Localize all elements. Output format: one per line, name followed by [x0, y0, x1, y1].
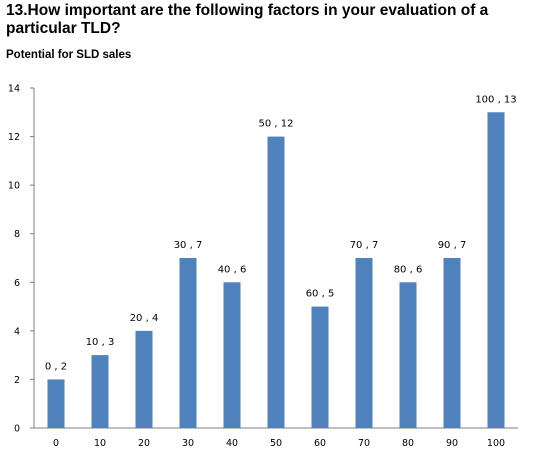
x-tick-label: 80 [402, 438, 414, 449]
x-tick-label: 70 [358, 438, 370, 449]
data-label: 30 , 7 [174, 240, 203, 251]
data-label: 100 , 13 [475, 94, 516, 105]
y-tick-label: 4 [14, 326, 20, 337]
x-tick-label: 20 [138, 438, 150, 449]
x-tick-label: 0 [53, 438, 59, 449]
x-tick-label: 50 [270, 438, 282, 449]
bar [91, 355, 109, 428]
data-label: 50 , 12 [259, 119, 294, 130]
y-tick-label: 0 [14, 424, 20, 435]
bar [179, 258, 197, 428]
x-tick-label: 60 [314, 438, 326, 449]
bar [487, 112, 505, 429]
y-tick-label: 14 [8, 84, 20, 95]
bar [47, 379, 65, 428]
data-label: 10 , 3 [86, 337, 115, 348]
data-label: 70 , 7 [350, 240, 379, 251]
bar [355, 258, 373, 428]
chart-bars [47, 112, 505, 429]
x-tick-label: 30 [182, 438, 194, 449]
data-label: 60 , 5 [306, 289, 335, 300]
bar [311, 306, 329, 428]
data-label: 90 , 7 [438, 240, 467, 251]
chart-title: Potential for SLD sales [6, 49, 132, 61]
x-tick-label: 10 [94, 438, 106, 449]
bar [443, 258, 461, 428]
y-tick-label: 6 [14, 278, 20, 289]
bar [399, 282, 417, 428]
data-label: 0 , 2 [45, 361, 67, 372]
chart-axes: 0 2 4 6 8 10 12 14 0 10 20 30 40 50 60 70 80 90 100 [8, 84, 518, 449]
data-label: 80 , 6 [394, 264, 423, 275]
bar [267, 136, 285, 429]
x-tick-label: 90 [446, 438, 458, 449]
chart-data-labels: 0 , 2 10 , 3 20 , 4 30 , 7 40 , 6 50 , 12 60 ,… [45, 94, 517, 372]
x-tick-label: 100 [487, 438, 505, 449]
y-tick-label: 2 [14, 375, 20, 386]
y-tick-label: 8 [14, 229, 20, 240]
data-label: 20 , 4 [130, 313, 159, 324]
bar [223, 282, 241, 428]
x-tick-label: 40 [226, 438, 238, 449]
question-title: 13.How important are the following facto… [6, 2, 489, 37]
y-tick-label: 10 [8, 181, 20, 192]
y-tick-label: 12 [8, 132, 20, 143]
bar [135, 330, 153, 428]
data-label: 40 , 6 [218, 264, 247, 275]
